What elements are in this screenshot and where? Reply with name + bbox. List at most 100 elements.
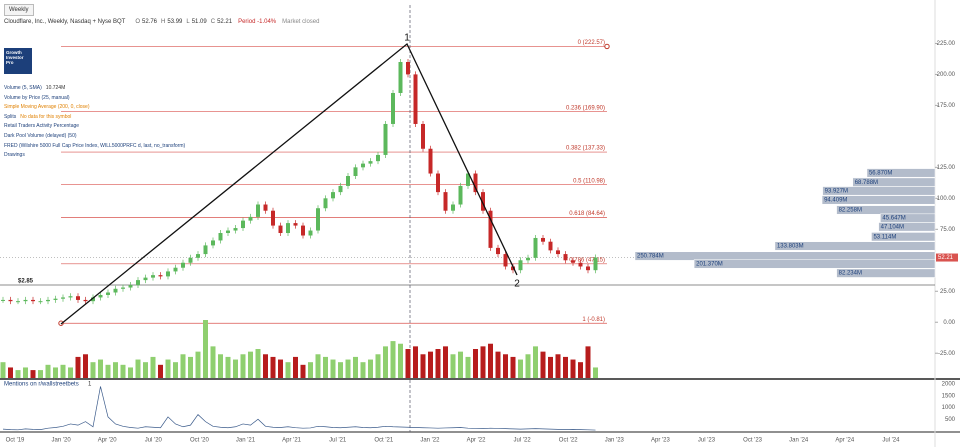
volume-bar [578, 362, 583, 378]
interval-select[interactable]: Weekly [4, 4, 34, 16]
volume-bar [488, 343, 493, 378]
indicator-list: Volume (5, SMA) 10.724M Volume by Price (2… [4, 84, 185, 161]
candle [151, 275, 155, 278]
volume-bar [0, 362, 6, 378]
ohlc-value: 52.21 [217, 19, 233, 25]
candle [518, 260, 523, 271]
ohlc: O 52.76 H 53.99 L 51.09 C 52.21 [131, 19, 232, 25]
ohlc-value: 53.99 [167, 19, 183, 25]
volume-bar [368, 359, 373, 378]
fib-label: 0.382 (137.33) [566, 146, 605, 152]
volume-bar [510, 356, 516, 378]
indicator-name[interactable]: Drawings [4, 152, 25, 159]
x-tick-label: Oct '21 [374, 438, 393, 444]
indicator-name[interactable]: Volume by Price (25, manual) [4, 94, 70, 101]
fib-label: 0 (222.57) [578, 40, 605, 46]
volume-bar [158, 364, 163, 378]
fib-label: 0.618 (84.64) [569, 211, 605, 217]
candle [421, 123, 425, 149]
x-tick-label: Oct '22 [559, 438, 578, 444]
candle [413, 74, 418, 124]
candle [293, 223, 298, 226]
x-tick-label: Jul '22 [514, 438, 532, 444]
indicator: Volume by Price (25, manual) [4, 94, 185, 104]
candle [241, 220, 245, 229]
candle [338, 185, 343, 193]
volume-bar [90, 362, 96, 378]
pane-title: Mentions on r/wallstreetbets [4, 382, 79, 388]
mentions-line [2, 386, 596, 431]
y-tick-label: 2000 [942, 382, 956, 388]
candle [181, 262, 185, 268]
profile-label: 45.647M [882, 216, 905, 222]
volume-bar [323, 356, 328, 378]
candle [158, 275, 163, 277]
candle [586, 266, 590, 271]
indicator-name[interactable]: Splits [4, 113, 17, 120]
candle [31, 299, 35, 302]
x-tick-label: Apr '22 [467, 438, 486, 444]
volume-bar [285, 362, 291, 378]
candle [578, 262, 583, 267]
profile-bar [836, 268, 936, 278]
volume-bar [225, 356, 231, 378]
fib-label: 0.786 (47.15) [569, 257, 605, 263]
volume-bar [555, 354, 561, 378]
candle [526, 257, 530, 261]
candle [248, 216, 253, 221]
volume-bar [263, 354, 268, 378]
symbol-title: Cloudflare, Inc., Weekly, Nasdaq + Nyse … [4, 19, 126, 25]
profile-label: 133.803M [777, 244, 804, 250]
volume-bar [548, 356, 553, 378]
x-tick-label: Jul '24 [882, 438, 900, 444]
logo-line: Investor [6, 55, 24, 60]
volume-bar [195, 351, 201, 378]
volume-bar [585, 346, 591, 378]
candle [113, 288, 118, 293]
y-tick-label: 1000 [942, 405, 956, 411]
candle [121, 287, 125, 289]
trend-drawing [60, 42, 518, 325]
indicator-name[interactable]: Volume (5, SMA) [4, 85, 42, 91]
volume-bar [240, 354, 246, 378]
annotation: 2 [514, 279, 520, 290]
y-tick-label: 1500 [942, 393, 956, 399]
logo: Growth Investor Pro [4, 48, 32, 74]
volume-bar [113, 362, 118, 378]
volume-bar [45, 364, 51, 378]
volume-bar [443, 346, 448, 378]
volume-bar [563, 356, 568, 378]
candle [53, 298, 58, 300]
volume-bar [495, 351, 501, 378]
indicator-name[interactable]: FRED (Wilshire 5000 Full Cap Price Index… [4, 142, 186, 149]
candle [376, 154, 380, 162]
candle [361, 163, 365, 168]
candle [233, 228, 238, 231]
volume-bar [525, 354, 531, 378]
volume-bar [278, 359, 283, 378]
volume-bar [188, 356, 193, 378]
volume-bar [150, 356, 156, 378]
x-tick-label: Jan '22 [420, 438, 440, 444]
indicator-name[interactable]: Simple Moving Average (200, 0, close) [4, 104, 90, 111]
indicator-name[interactable]: Dark Pool Volume (delayed) (50) [4, 132, 77, 139]
candle [203, 245, 208, 255]
candle [173, 267, 178, 272]
logo-line: Pro [6, 60, 14, 65]
candle [98, 294, 103, 298]
volume-bar [173, 362, 178, 378]
period: Period -1.04% [238, 19, 277, 25]
volume-bar [593, 367, 598, 378]
candle [466, 173, 470, 186]
volume-bar [30, 370, 36, 378]
status: Market closed [282, 19, 320, 25]
candle [488, 210, 493, 248]
volume-bar [8, 367, 13, 378]
volume-bar [428, 351, 433, 378]
candle [263, 204, 268, 211]
indicator-name[interactable]: Retail Traders Activity Percentage [4, 123, 80, 130]
fib-label: 0.5 (110.98) [573, 178, 605, 184]
y-tick-label: 75.00 [940, 227, 956, 233]
